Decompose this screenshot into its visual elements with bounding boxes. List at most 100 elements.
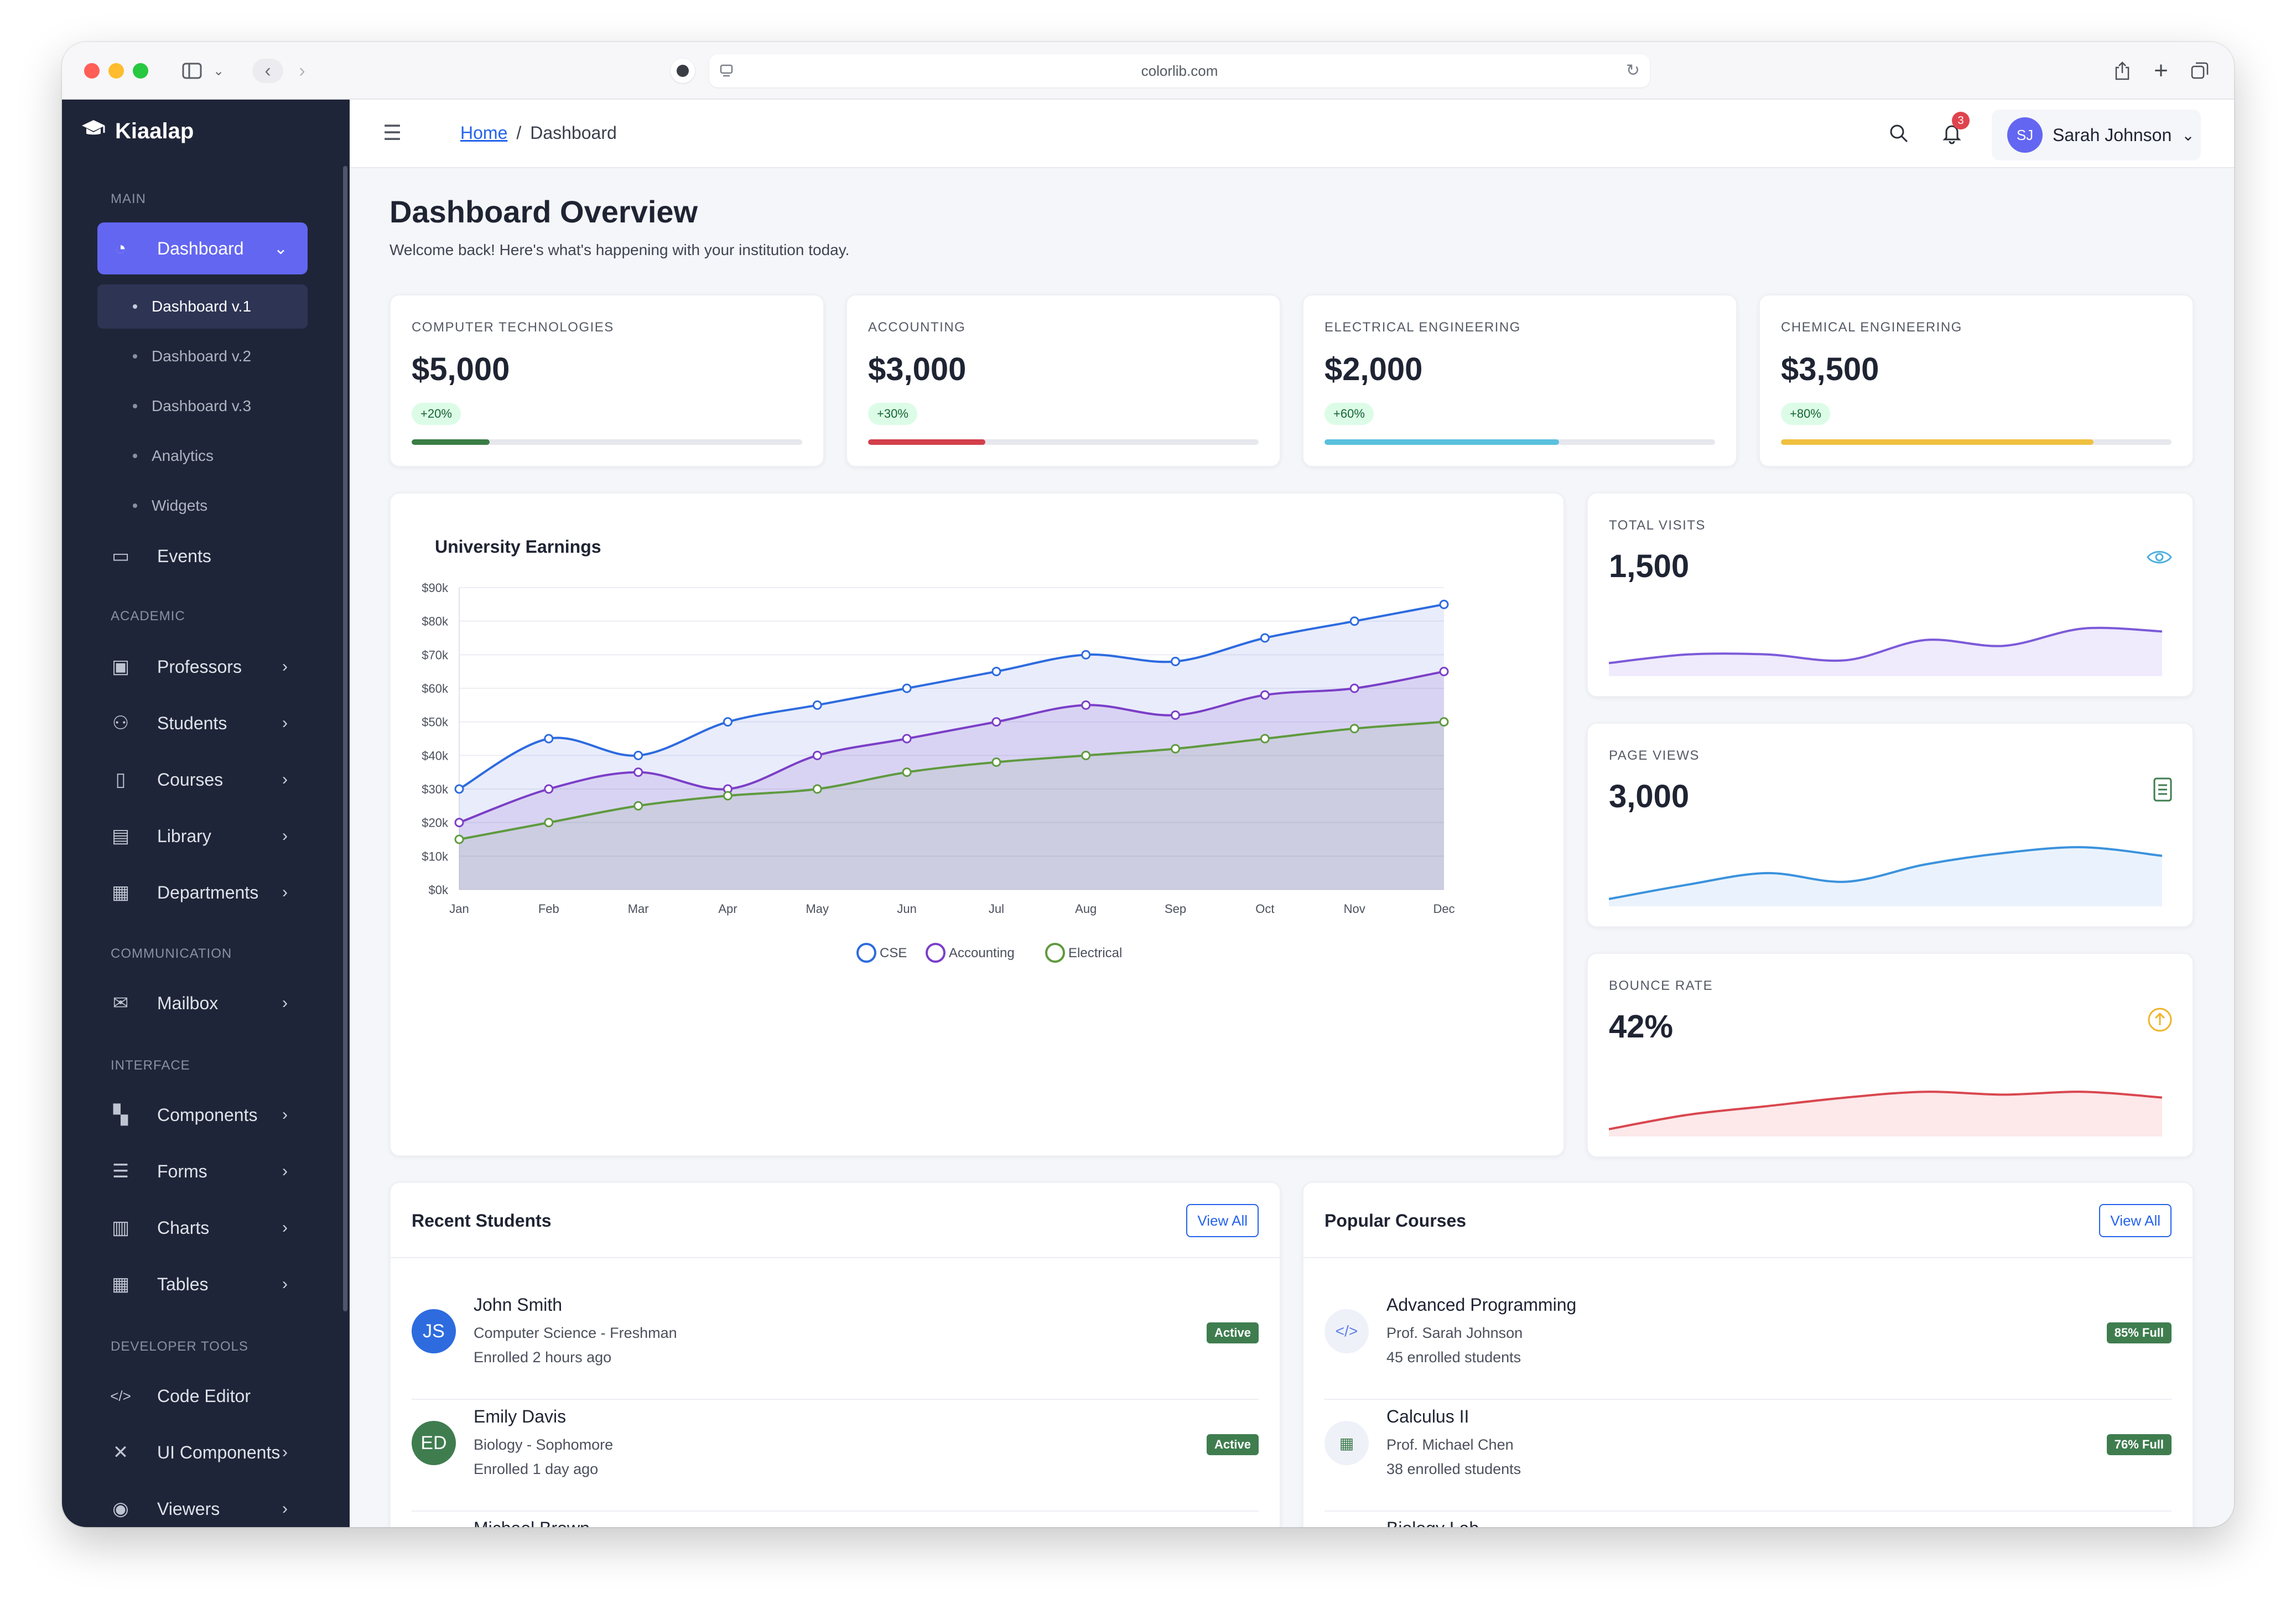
data-point[interactable]	[1439, 667, 1449, 677]
data-point[interactable]	[1171, 656, 1181, 666]
series-area	[459, 671, 1444, 890]
list-item[interactable]: ▦ Calculus II Prof. Michael Chen 38 enro…	[1324, 1401, 2172, 1512]
code-icon: </>	[110, 1387, 131, 1404]
sidebar-subitem-analytics[interactable]: Analytics	[97, 434, 308, 478]
list-item[interactable]: JS John Smith Computer Science - Freshma…	[412, 1289, 1259, 1400]
list-item[interactable]: Biology Lab	[1324, 1513, 2172, 1527]
sidebar-item-charts[interactable]: ▥ Charts ›	[97, 1202, 308, 1254]
data-point[interactable]	[544, 818, 554, 828]
sidebar-item-events[interactable]: ▭ Events	[97, 530, 308, 582]
data-point[interactable]	[1171, 744, 1181, 754]
address-bar[interactable]: colorlib.com ↻	[709, 54, 1650, 87]
chevron-down-icon[interactable]: ⌄	[212, 63, 225, 79]
view-all-students-button[interactable]: View All	[1186, 1204, 1259, 1237]
breadcrumb-home-link[interactable]: Home	[460, 123, 508, 143]
sidebar-item-departments[interactable]: ▦ Departments ›	[97, 866, 308, 918]
main-content: Dashboard Overview Welcome back! Here's …	[350, 168, 2234, 1527]
sidebar-item-library[interactable]: ▤ Library ›	[97, 810, 308, 862]
data-point[interactable]	[1349, 724, 1359, 734]
reload-icon[interactable]: ↻	[1625, 61, 1640, 80]
minimize-window-button[interactable]	[108, 63, 124, 79]
data-point[interactable]	[723, 791, 733, 801]
y-tick-label: $30k	[422, 782, 449, 796]
enrolled-time: Enrolled 2 hours ago	[474, 1349, 612, 1366]
data-point[interactable]	[1349, 683, 1359, 693]
data-point[interactable]	[902, 683, 912, 693]
data-point[interactable]	[812, 700, 822, 710]
sidebar-item-students[interactable]: ⚇ Students ›	[97, 697, 308, 749]
list-item[interactable]: </> Advanced Programming Prof. Sarah Joh…	[1324, 1289, 2172, 1400]
data-point[interactable]	[633, 750, 643, 760]
sidebar-subitem-dashboard-v1[interactable]: Dashboard v.1	[97, 284, 308, 329]
maximize-window-button[interactable]	[133, 63, 148, 79]
forward-icon[interactable]: ›	[299, 60, 305, 81]
sidebar-item-dashboard[interactable]: ◔ Dashboard ⌄	[97, 222, 308, 274]
list-item[interactable]: Michael Brown	[412, 1513, 1259, 1527]
legend-label[interactable]: CSE	[880, 946, 907, 961]
search-button[interactable]	[1879, 116, 1919, 156]
sidebar-subitem-dashboard-v3[interactable]: Dashboard v.3	[97, 384, 308, 428]
sidebar-item-label: Components	[157, 1104, 258, 1125]
status-badge: 85% Full	[2106, 1322, 2172, 1343]
data-point[interactable]	[812, 784, 822, 794]
brand-logo[interactable]: Kiaalap	[81, 118, 194, 144]
sidebar-item-components[interactable]: ▚ Components ›	[97, 1089, 308, 1141]
sidebar-item-forms[interactable]: ☰ Forms ›	[97, 1145, 308, 1197]
share-icon[interactable]	[2110, 59, 2134, 83]
data-point[interactable]	[544, 734, 554, 744]
data-point[interactable]	[633, 767, 643, 777]
sidebar-toggle-icon[interactable]	[178, 59, 206, 83]
sidebar-item-mailbox[interactable]: ✉ Mailbox ›	[97, 977, 308, 1029]
list-item[interactable]: ED Emily Davis Biology - Sophomore Enrol…	[412, 1401, 1259, 1512]
data-point[interactable]	[723, 717, 733, 727]
page-settings-icon[interactable]	[718, 62, 735, 82]
sidebar-item-professors[interactable]: ▣ Professors ›	[97, 641, 308, 693]
sidebar-item-viewers[interactable]: ◉ Viewers ›	[97, 1483, 308, 1527]
sidebar-item-label: Dashboard	[157, 238, 244, 258]
new-tab-icon[interactable]: +	[2154, 57, 2168, 84]
sidebar-scrollbar[interactable]	[343, 166, 347, 1311]
data-point[interactable]	[454, 834, 464, 844]
notifications-button[interactable]: 3	[1932, 112, 1972, 156]
data-point[interactable]	[902, 767, 912, 777]
y-tick-label: $80k	[422, 615, 449, 629]
sidebar-item-code-editor[interactable]: </> Code Editor	[97, 1370, 308, 1422]
data-point[interactable]	[1081, 700, 1091, 710]
hamburger-menu-icon[interactable]: ☰	[383, 122, 402, 145]
data-point[interactable]	[633, 801, 643, 811]
sidebar-subitem-widgets[interactable]: Widgets	[97, 484, 308, 528]
legend-label[interactable]: Electrical	[1068, 946, 1122, 961]
tab-overview-icon[interactable]	[2188, 59, 2212, 83]
record-icon[interactable]	[671, 59, 695, 83]
section-label-developer: DEVELOPER TOOLS	[111, 1339, 248, 1354]
sidebar-item-courses[interactable]: ▯ Courses ›	[97, 754, 308, 806]
data-point[interactable]	[1260, 734, 1270, 744]
data-point[interactable]	[991, 757, 1001, 767]
data-point[interactable]	[1081, 650, 1091, 660]
data-point[interactable]	[1260, 690, 1270, 700]
sidebar-subitem-dashboard-v2[interactable]: Dashboard v.2	[97, 334, 308, 378]
data-point[interactable]	[1171, 710, 1181, 720]
data-point[interactable]	[1081, 750, 1091, 760]
data-point[interactable]	[1439, 599, 1449, 609]
sidebar-item-tables[interactable]: ▦ Tables ›	[97, 1258, 308, 1310]
back-icon[interactable]: ‹	[252, 59, 283, 83]
user-menu[interactable]: SJ Sarah Johnson ⌄	[1992, 110, 2201, 160]
data-point[interactable]	[454, 784, 464, 794]
sidebar-item-ui-components[interactable]: ✕ UI Components ›	[97, 1426, 308, 1478]
course-professor: Prof. Michael Chen	[1386, 1436, 1514, 1453]
data-point[interactable]	[991, 717, 1001, 727]
data-point[interactable]	[991, 667, 1001, 677]
sidebar-item-label: Courses	[157, 769, 224, 790]
legend-label[interactable]: Accounting	[949, 946, 1015, 961]
data-point[interactable]	[544, 784, 554, 794]
close-window-button[interactable]	[84, 63, 100, 79]
view-all-courses-button[interactable]: View All	[2099, 1204, 2172, 1237]
data-point[interactable]	[812, 750, 822, 760]
stat-label: COMPUTER TECHNOLOGIES	[412, 320, 614, 335]
data-point[interactable]	[454, 818, 464, 828]
data-point[interactable]	[1439, 717, 1449, 727]
data-point[interactable]	[1349, 616, 1359, 626]
data-point[interactable]	[902, 734, 912, 744]
data-point[interactable]	[1260, 633, 1270, 643]
